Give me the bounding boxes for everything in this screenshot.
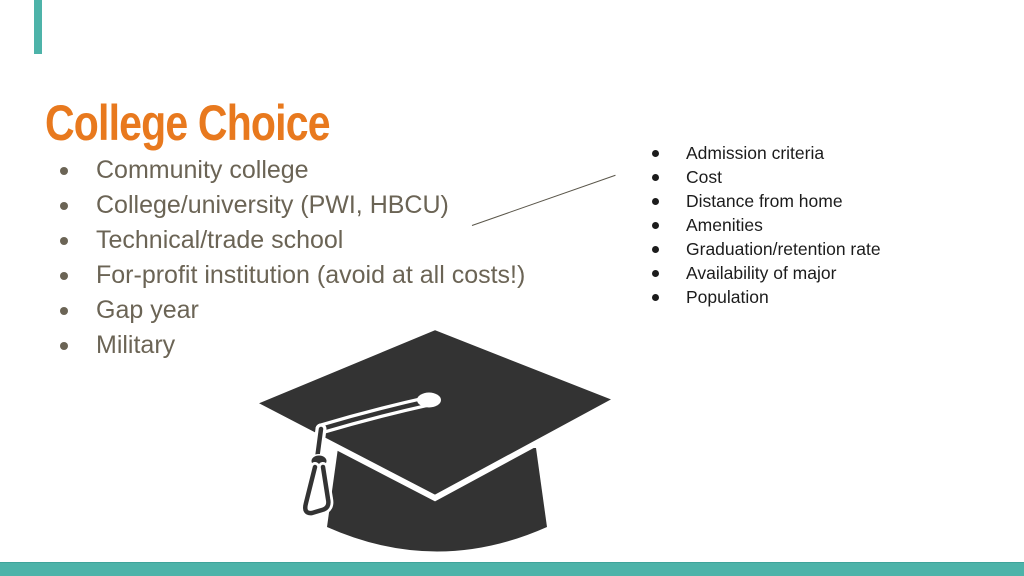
list-item-label: Graduation/retention rate bbox=[686, 238, 881, 259]
list-item: Cost bbox=[652, 165, 881, 189]
bullet-dot-icon bbox=[60, 201, 68, 210]
list-item-label: Community college bbox=[96, 156, 309, 184]
list-item-label: Admission criteria bbox=[686, 142, 825, 163]
college-options-list: Community college College/university (PW… bbox=[60, 153, 525, 363]
list-item: Admission criteria bbox=[652, 141, 881, 165]
list-item-label: Distance from home bbox=[686, 190, 843, 211]
bullet-dot-icon bbox=[652, 269, 659, 277]
selection-criteria-list: Admission criteria Cost Distance from ho… bbox=[652, 141, 881, 309]
bullet-dot-icon bbox=[652, 245, 659, 253]
bullet-dot-icon bbox=[60, 166, 68, 175]
teal-footer-bar bbox=[0, 562, 1024, 576]
bullet-dot-icon bbox=[60, 341, 68, 350]
list-item-label: Availability of major bbox=[686, 262, 837, 283]
bullet-dot-icon bbox=[652, 173, 659, 181]
bullet-dot-icon bbox=[652, 149, 659, 157]
bullet-dot-icon bbox=[60, 306, 68, 315]
bullet-dot-icon bbox=[60, 271, 68, 280]
list-item: College/university (PWI, HBCU) bbox=[60, 188, 525, 223]
list-item: Military bbox=[60, 328, 525, 363]
bullet-dot-icon bbox=[652, 221, 659, 229]
list-item-label: Cost bbox=[686, 166, 722, 187]
list-item: Population bbox=[652, 285, 881, 309]
list-item: Graduation/retention rate bbox=[652, 237, 881, 261]
list-item: Community college bbox=[60, 153, 525, 188]
bullet-dot-icon bbox=[60, 236, 68, 245]
list-item-label: Technical/trade school bbox=[96, 226, 344, 254]
list-item-label: Population bbox=[686, 286, 769, 307]
slide-title: College Choice bbox=[45, 94, 331, 151]
list-item: Availability of major bbox=[652, 261, 881, 285]
list-item-label: College/university (PWI, HBCU) bbox=[96, 191, 449, 219]
teal-accent-bar-top bbox=[34, 0, 42, 54]
list-item: Gap year bbox=[60, 293, 525, 328]
list-item: For-profit institution (avoid at all cos… bbox=[60, 258, 525, 293]
list-item-label: Amenities bbox=[686, 214, 763, 235]
list-item: Distance from home bbox=[652, 189, 881, 213]
list-item-label: For-profit institution (avoid at all cos… bbox=[96, 261, 526, 289]
list-item-label: Military bbox=[96, 331, 176, 359]
bullet-dot-icon bbox=[652, 293, 659, 301]
list-item-label: Gap year bbox=[96, 296, 199, 324]
list-item: Technical/trade school bbox=[60, 223, 525, 258]
bullet-dot-icon bbox=[652, 197, 659, 205]
list-item: Amenities bbox=[652, 213, 881, 237]
